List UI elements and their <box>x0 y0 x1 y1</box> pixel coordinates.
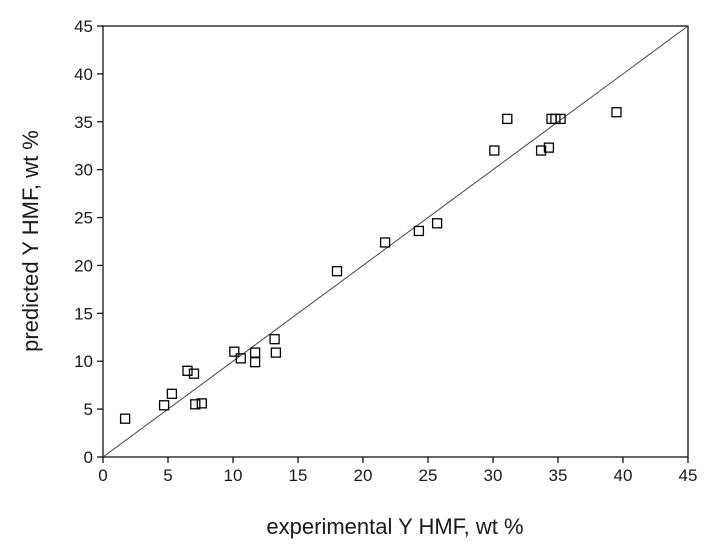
data-point <box>235 353 246 364</box>
x-tick-label: 20 <box>354 466 373 485</box>
data-point <box>158 400 170 411</box>
x-tick-label: 10 <box>224 466 243 485</box>
y-tick-label: 25 <box>74 209 93 228</box>
y-tick-label: 15 <box>74 304 93 323</box>
x-tick-label: 0 <box>98 466 107 485</box>
data-point <box>489 145 500 156</box>
data-point <box>413 225 425 237</box>
y-tick-label: 5 <box>84 400 93 419</box>
plot-frame <box>102 25 689 458</box>
data-point <box>535 145 547 156</box>
y-tick-label: 20 <box>74 256 93 275</box>
data-point <box>379 237 391 248</box>
x-tick-label: 40 <box>614 466 633 485</box>
data-point <box>196 398 207 409</box>
y-axis-title: predicted Y HMF, wt % <box>18 130 43 352</box>
y-tick-label: 35 <box>74 113 93 132</box>
data-point <box>331 266 343 277</box>
data-point <box>269 334 280 345</box>
y-tick-label: 40 <box>74 65 93 84</box>
data-point <box>555 113 566 125</box>
data-point <box>543 142 555 153</box>
x-axis-title: experimental Y HMF, wt % <box>266 514 523 539</box>
x-tick-label: 45 <box>679 466 698 485</box>
data-point <box>190 399 201 410</box>
y-tick-label: 10 <box>74 352 93 371</box>
x-axis: 0 5 10 15 20 25 30 35 40 45 <box>98 457 697 485</box>
data-point <box>229 346 240 357</box>
data-point <box>249 357 261 368</box>
data-point <box>611 107 622 118</box>
data-point <box>249 347 261 358</box>
data-point <box>431 218 443 229</box>
data-point <box>166 388 178 399</box>
x-tick-label: 25 <box>419 466 438 485</box>
data-point <box>502 113 513 125</box>
x-tick-label: 30 <box>484 466 503 485</box>
y-tick-label: 0 <box>84 448 93 467</box>
x-tick-label: 5 <box>163 466 172 485</box>
data-point <box>270 347 282 358</box>
data-points <box>119 107 622 424</box>
data-point <box>182 365 193 376</box>
y-tick-label: 30 <box>74 161 93 180</box>
x-tick-label: 15 <box>289 466 308 485</box>
data-point <box>188 368 200 379</box>
parity-line <box>102 25 689 458</box>
data-point <box>119 413 131 424</box>
data-point <box>550 113 561 125</box>
x-tick-label: 35 <box>549 466 568 485</box>
y-axis: 0 5 10 15 20 25 30 35 40 45 <box>74 17 103 467</box>
y-tick-label: 45 <box>74 17 93 36</box>
